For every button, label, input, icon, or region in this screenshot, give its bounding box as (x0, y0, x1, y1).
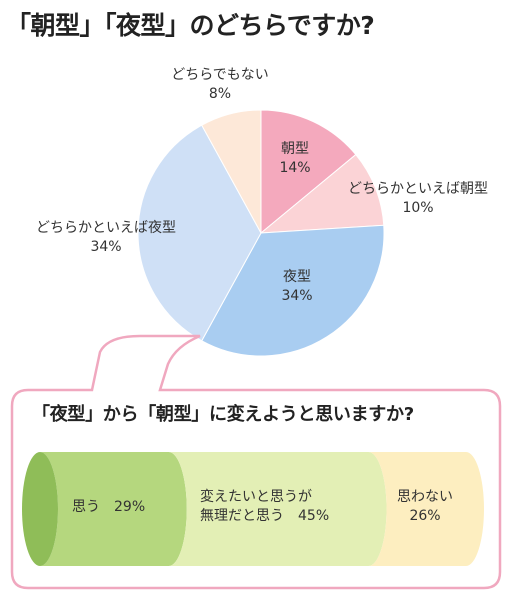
bar-segment-2 (368, 452, 484, 566)
bar-label-omowanai: 思わない 26% (380, 488, 470, 526)
bar-segment-1 (168, 452, 387, 566)
pie-label-name: 朝型 (281, 141, 309, 157)
pie-slice-1 (259, 153, 385, 234)
pie-label-name: どちらかといえば朝型 (348, 181, 488, 197)
bar-label-name-2: 無理だと思う (200, 508, 284, 524)
bar-label-name-1: 変えたいと思うが (200, 489, 312, 505)
pie-slice-3 (137, 124, 262, 342)
bar-segment-0 (40, 452, 187, 566)
pie-label-value: 14% (279, 160, 311, 176)
pie-label-asagata: 朝型 14% (262, 140, 328, 178)
bar-label-name: 思わない (397, 489, 453, 505)
pie-label-value: 34% (90, 239, 122, 255)
bar-label-name: 思う (72, 499, 100, 515)
pie-label-dochira-yorugata: どちらかといえば夜型 34% (22, 219, 190, 257)
pie-label-name: どちらかといえば夜型 (36, 220, 176, 236)
pie-label-name: 夜型 (283, 269, 311, 285)
pie-label-value: 10% (402, 200, 434, 216)
pie-label-yorugata: 夜型 34% (262, 268, 332, 306)
pie-label-value: 34% (281, 288, 313, 304)
bar-label-value: 26% (409, 508, 441, 524)
chart-title: 「朝型」「夜型」のどちらですか? (6, 11, 375, 40)
pie-label-dochira-asagata: どちらかといえば朝型 10% (334, 180, 502, 218)
bar-label-omou: 思う 29% (72, 498, 168, 517)
pie-label-name: どちらでもない (171, 67, 269, 83)
bar-label-value: 45% (298, 508, 330, 524)
pie-label-dochira-demonai: どちらでもない 8% (160, 66, 280, 104)
bar-end-cap (22, 452, 58, 566)
question-2-title: 「夜型」から「朝型」に変えようと思いますか? (32, 404, 414, 425)
pie-slice-0 (260, 109, 357, 235)
bar-label-value: 29% (114, 499, 146, 515)
bar-label-kaetai: 変えたいと思うが 無理だと思う 45% (200, 488, 380, 526)
pie-slice-4 (201, 109, 262, 234)
pie-label-value: 8% (208, 86, 232, 102)
